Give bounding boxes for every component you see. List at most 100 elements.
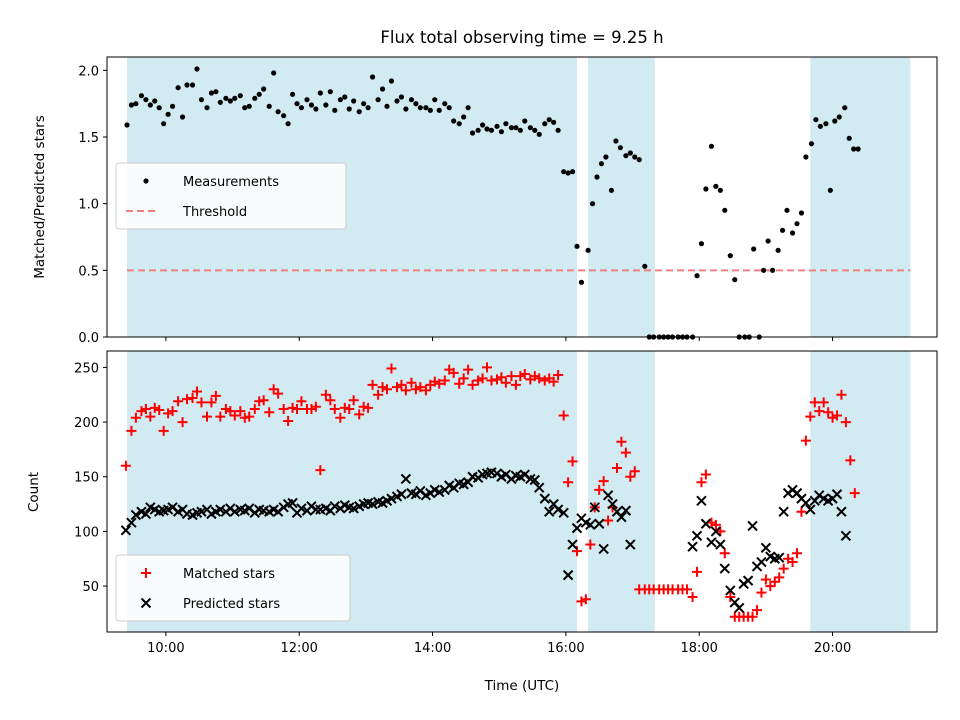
- bottom-series-0-point-32: [273, 388, 284, 399]
- top-series-0-point-141: [794, 221, 800, 227]
- bottom-series-0-point-100: [594, 484, 605, 495]
- top-series-0-point-89: [546, 117, 552, 123]
- top-series-0-point-35: [289, 91, 296, 97]
- bottom-ytick-label-4: 250: [74, 361, 99, 376]
- bottom-series-0-point-75: [477, 373, 488, 384]
- top-legend-label-1: Threshold: [182, 205, 247, 220]
- bottom-series-1-point-0: [120, 525, 132, 536]
- top-series-0-point-57: [394, 98, 400, 104]
- top-series-0-point-28: [256, 91, 262, 97]
- bottom-series-0-point-60: [406, 377, 417, 388]
- bottom-series-0-point-24: [235, 406, 246, 417]
- top-series-0-point-139: [784, 207, 790, 213]
- bottom-series-1-point-4: [140, 508, 152, 520]
- bottom-series-0-point-0: [120, 460, 131, 471]
- top-series-0-point-121: [698, 241, 705, 247]
- top-series-0-point-5: [147, 102, 153, 108]
- top-series-0-point-108: [636, 157, 642, 163]
- bottom-series-0-point-7: [154, 405, 165, 416]
- bottom-series-0-point-97: [580, 594, 591, 605]
- bottom-series-0-point-146: [805, 411, 816, 422]
- top-series-0-point-86: [532, 127, 538, 133]
- bottom-series-0-point-143: [792, 548, 802, 559]
- bottom-series-1-point-106: [620, 505, 632, 516]
- bottom-series-0-point-96: [576, 596, 587, 607]
- bottom-series-1-point-87: [534, 482, 545, 493]
- bottom-series-1-point-133: [800, 497, 812, 509]
- top-series-0-point-36: [294, 101, 300, 107]
- top-series-0-point-4: [143, 97, 149, 103]
- bottom-series-0-point-26: [244, 411, 255, 422]
- bottom-series-1-point-101: [598, 543, 609, 555]
- top-series-0-point-2: [133, 101, 139, 107]
- top-series-0-point-83: [517, 127, 523, 133]
- bottom-series-0-point-77: [486, 375, 497, 386]
- top-series-0-point-99: [594, 174, 600, 180]
- bottom-series-0-point-84: [519, 368, 530, 379]
- bottom-legend-key-0: [141, 568, 151, 578]
- bottom-series-1-point-105: [616, 511, 627, 523]
- bottom-series-0-point-128: [725, 592, 736, 603]
- bottom-series-0-point-144: [796, 506, 807, 517]
- bottom-series-1-point-127: [774, 552, 785, 563]
- top-series-0-point-68: [446, 105, 452, 111]
- top-series-0-point-95: [574, 243, 580, 249]
- bottom-series-0-point-101: [598, 476, 609, 487]
- top-series-0-point-40: [313, 106, 319, 112]
- top-series-0-point-98: [589, 201, 596, 207]
- top-series-0-point-18: [208, 90, 215, 96]
- bottom-series-0-point-11: [173, 396, 184, 407]
- bottom-xtick-label-0: 10:00: [147, 641, 184, 656]
- bottom-legend: Matched stars Predicted stars: [115, 554, 351, 622]
- bottom-series-0-point-51: [363, 402, 374, 413]
- chart-title: Flux total observing time = 9.25 h: [380, 28, 663, 47]
- bottom-series-0-point-56: [386, 363, 397, 374]
- bottom-series-0-point-31: [268, 384, 279, 395]
- bottom-series-0-point-53: [373, 389, 384, 400]
- top-series-0-point-6: [152, 98, 158, 104]
- top-series-0-point-25: [242, 105, 248, 111]
- bottom-series-0-point-15: [192, 386, 202, 397]
- top-series-0-point-49: [356, 109, 362, 115]
- bottom-series-0-point-122: [696, 477, 707, 488]
- bottom-series-0-point-151: [827, 412, 838, 423]
- bottom-series-0-point-19: [210, 390, 221, 401]
- bottom-series-0-point-102: [603, 515, 614, 526]
- top-series-0-point-47: [346, 106, 352, 112]
- top-series-0-point-15: [194, 66, 200, 72]
- top-series-0-point-101: [603, 154, 609, 160]
- bottom-series-0-point-21: [220, 403, 231, 414]
- bottom-series-0-point-135: [756, 587, 767, 598]
- top-series-0-point-127: [727, 253, 733, 259]
- bottom-series-0-point-91: [553, 370, 564, 381]
- bottom-series-0-point-79: [496, 372, 507, 383]
- bottom-series-1-point-91: [552, 504, 564, 515]
- bottom-series-0-point-13: [182, 394, 192, 405]
- top-series-0-point-59: [403, 106, 409, 112]
- top-series-0-point-20: [217, 99, 223, 105]
- top-series-0-point-123: [708, 143, 715, 149]
- top-shaded-period-2: [810, 57, 911, 337]
- bottom-series-0-point-83: [515, 371, 526, 382]
- top-series-0-point-93: [565, 170, 571, 176]
- bottom-series-1-point-98: [585, 519, 596, 531]
- top-series-0-point-37: [298, 105, 305, 111]
- top-series-0-point-34: [285, 121, 291, 127]
- top-panel: 0.0 0.5 1.0 1.5 2.0 Measurements Threshold: [78, 56, 938, 346]
- bottom-xtick-label-5: 20:00: [814, 641, 851, 656]
- bottom-legend-key-1: [140, 597, 152, 609]
- top-legend: Measurements Threshold: [115, 162, 347, 230]
- top-series-0-point-7: [156, 105, 162, 111]
- bottom-series-0-point-18: [206, 397, 217, 408]
- top-series-0: [124, 66, 861, 340]
- bottom-series-1-point-59: [400, 473, 412, 485]
- bottom-series-0-point-87: [534, 373, 545, 384]
- top-series-0-point-1: [128, 102, 135, 108]
- top-series-0-point-43: [327, 89, 333, 95]
- top-shaded-period-1: [588, 57, 655, 337]
- bottom-series-0-point-142: [787, 557, 798, 568]
- bottom-series-0-point-105: [616, 436, 627, 447]
- bottom-series-0-point-10: [167, 406, 178, 417]
- bottom-series-0-point-4: [140, 403, 151, 414]
- bottom-series-0-point-81: [506, 371, 517, 382]
